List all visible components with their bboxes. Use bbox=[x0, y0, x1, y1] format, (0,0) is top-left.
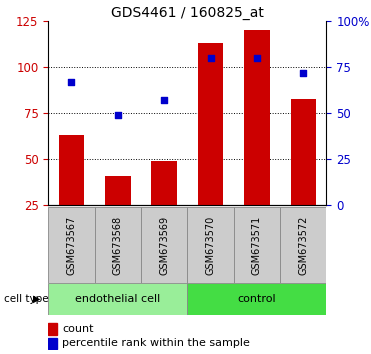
Title: GDS4461 / 160825_at: GDS4461 / 160825_at bbox=[111, 6, 264, 20]
Text: GSM673570: GSM673570 bbox=[206, 216, 216, 275]
Text: GSM673567: GSM673567 bbox=[66, 216, 76, 275]
Text: cell type: cell type bbox=[4, 294, 48, 304]
Text: ▶: ▶ bbox=[33, 294, 41, 304]
Bar bbox=[151, 161, 177, 205]
Point bbox=[115, 112, 121, 118]
Text: GSM673572: GSM673572 bbox=[298, 216, 308, 275]
FancyBboxPatch shape bbox=[48, 283, 187, 315]
FancyBboxPatch shape bbox=[141, 207, 187, 283]
Text: percentile rank within the sample: percentile rank within the sample bbox=[62, 338, 250, 348]
Bar bbox=[290, 98, 316, 205]
Text: GSM673569: GSM673569 bbox=[159, 216, 169, 275]
FancyBboxPatch shape bbox=[280, 207, 326, 283]
Point bbox=[208, 55, 214, 61]
FancyBboxPatch shape bbox=[187, 283, 326, 315]
Text: endothelial cell: endothelial cell bbox=[75, 294, 160, 304]
FancyBboxPatch shape bbox=[234, 207, 280, 283]
FancyBboxPatch shape bbox=[95, 207, 141, 283]
Text: GSM673568: GSM673568 bbox=[113, 216, 123, 275]
Bar bbox=[105, 176, 131, 205]
Point bbox=[301, 70, 306, 76]
Bar bbox=[244, 30, 270, 205]
FancyBboxPatch shape bbox=[187, 207, 234, 283]
Text: count: count bbox=[62, 324, 93, 334]
FancyBboxPatch shape bbox=[48, 207, 95, 283]
Bar bbox=[48, 338, 56, 349]
Point bbox=[254, 55, 260, 61]
Text: control: control bbox=[237, 294, 276, 304]
Bar bbox=[198, 43, 223, 205]
Bar bbox=[59, 135, 84, 205]
Point bbox=[161, 98, 167, 103]
Bar bbox=[48, 324, 56, 335]
Point bbox=[69, 79, 75, 85]
Text: GSM673571: GSM673571 bbox=[252, 216, 262, 275]
